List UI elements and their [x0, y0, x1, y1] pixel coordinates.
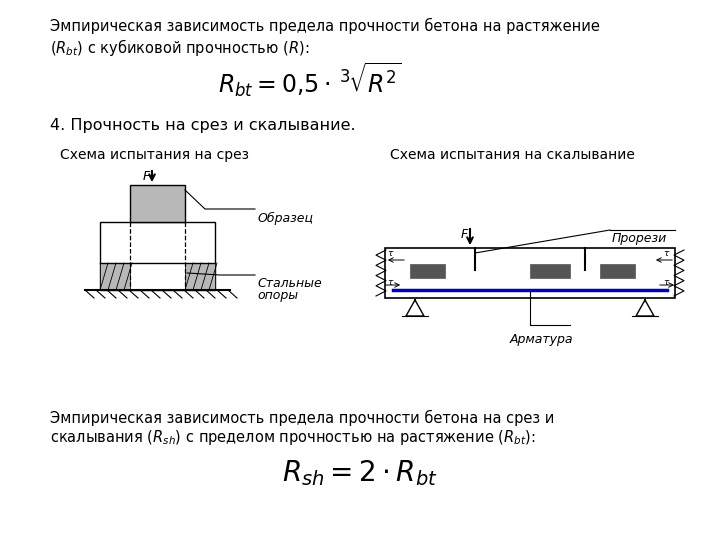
Text: Эмпирическая зависимость предела прочности бетона на растяжение: Эмпирическая зависимость предела прочнос… — [50, 18, 600, 34]
Text: Арматура: Арматура — [510, 333, 574, 346]
Text: $\tau$: $\tau$ — [663, 249, 670, 258]
Bar — [600, 264, 635, 278]
Text: $R_{bt}=0{,}5\cdot\,^{3\!}\sqrt{R^2}$: $R_{bt}=0{,}5\cdot\,^{3\!}\sqrt{R^2}$ — [218, 60, 402, 99]
Text: $\tau$: $\tau$ — [663, 278, 670, 287]
Text: $\tau$: $\tau$ — [387, 278, 395, 287]
Text: Схема испытания на срез: Схема испытания на срез — [60, 148, 249, 162]
Text: Образец: Образец — [257, 212, 313, 225]
Text: скалывания $(R_{sh})$ с пределом прочностью на растяжение $(R_{bt})$:: скалывания $(R_{sh})$ с пределом прочнос… — [50, 428, 536, 447]
Text: $R_{sh}=2\cdot R_{bt}$: $R_{sh}=2\cdot R_{bt}$ — [282, 458, 438, 488]
Bar — [410, 264, 445, 278]
Text: опоры: опоры — [257, 289, 298, 302]
Bar — [100, 263, 130, 290]
Text: $F$: $F$ — [142, 170, 151, 183]
Text: Прорези: Прорези — [612, 232, 667, 245]
Text: 4. Прочность на срез и скалывание.: 4. Прочность на срез и скалывание. — [50, 118, 356, 133]
Bar — [185, 263, 215, 290]
Bar — [530, 264, 570, 278]
Text: Стальные: Стальные — [257, 277, 322, 290]
Bar — [385, 248, 675, 298]
Bar — [130, 185, 185, 222]
Text: $\tau$: $\tau$ — [387, 249, 395, 258]
Text: Схема испытания на скалывание: Схема испытания на скалывание — [390, 148, 635, 162]
Bar — [100, 222, 215, 290]
Text: Эмпирическая зависимость предела прочности бетона на срез и: Эмпирическая зависимость предела прочнос… — [50, 410, 554, 426]
Text: $(R_{bt})$ с кубиковой прочностью $(R)$:: $(R_{bt})$ с кубиковой прочностью $(R)$: — [50, 37, 310, 58]
Text: $F$: $F$ — [460, 228, 469, 241]
